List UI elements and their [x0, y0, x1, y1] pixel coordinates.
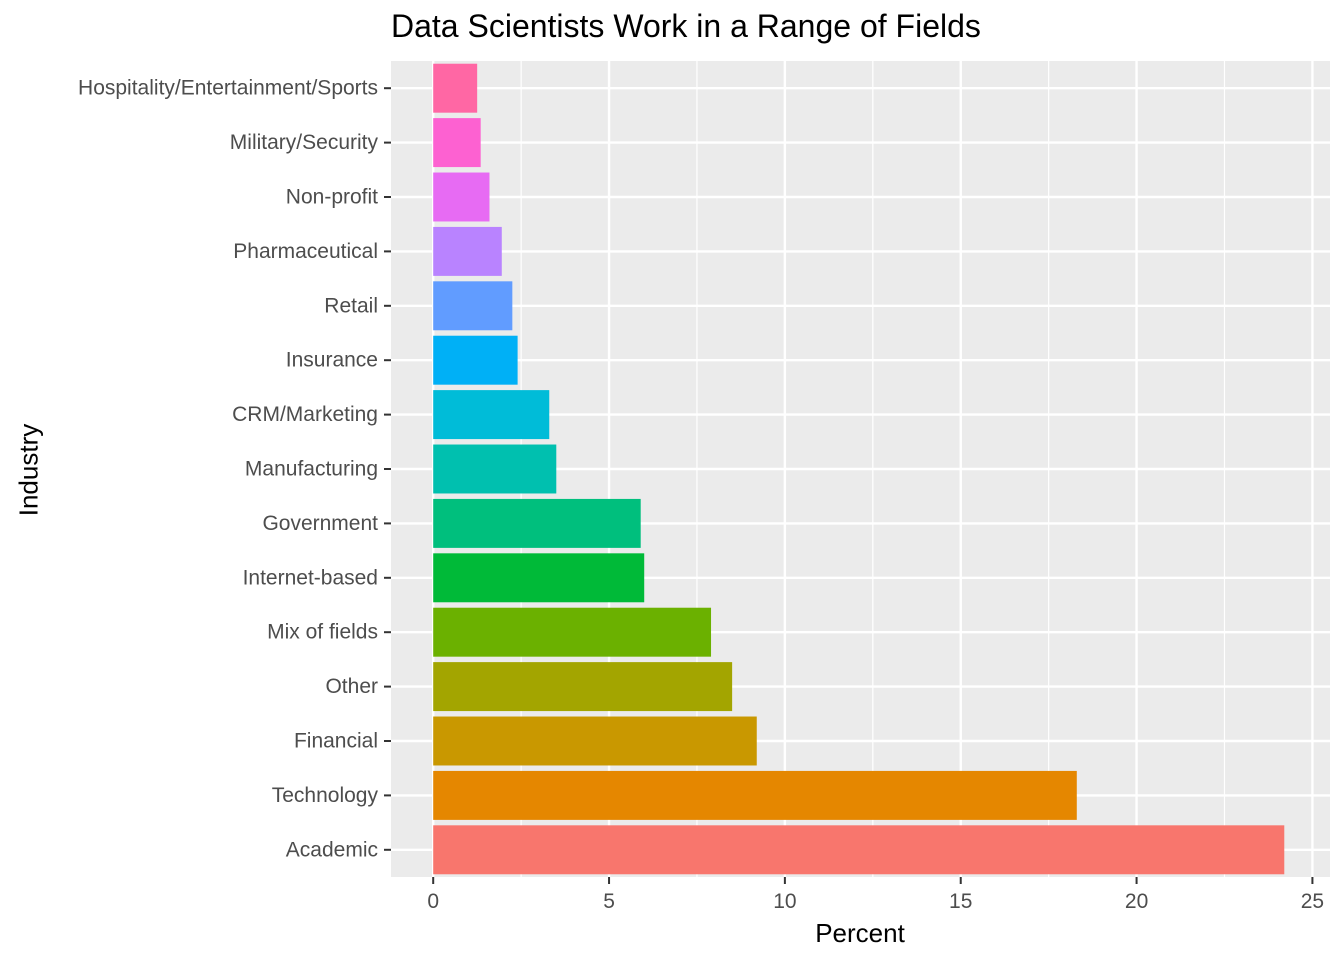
bar: [433, 281, 513, 331]
y-tick-label: Government: [262, 512, 378, 535]
bar: [433, 716, 757, 766]
y-tick-label: Pharmaceutical: [233, 240, 378, 263]
bar: [433, 63, 478, 113]
y-tick-label: Financial: [294, 730, 378, 753]
bar: [433, 662, 733, 712]
y-tick-label: Technology: [272, 784, 379, 807]
bars: [433, 63, 1285, 875]
bar: [433, 172, 490, 222]
y-tick-label: CRM/Marketing: [232, 403, 378, 426]
x-tick-label: 25: [1301, 890, 1324, 913]
bar: [433, 553, 645, 603]
bar: [433, 607, 712, 657]
bar: [433, 825, 1285, 875]
bar: [433, 444, 557, 494]
x-axis-title: Percent: [815, 918, 905, 948]
y-tick-label: Mix of fields: [267, 621, 378, 644]
x-axis: 0 5 10 15 20 25: [427, 877, 1324, 913]
y-tick-label: Other: [325, 675, 378, 698]
y-axis-title: Industry: [13, 423, 44, 517]
bar: [433, 118, 481, 168]
bar: [433, 226, 502, 276]
x-tick-label: 20: [1125, 890, 1148, 913]
chart-title: Data Scientists Work in a Range of Field…: [391, 8, 981, 44]
bar: [433, 335, 518, 385]
x-tick-label: 10: [773, 890, 796, 913]
x-tick-label: 15: [949, 890, 972, 913]
bar: [433, 390, 550, 440]
y-tick-label: Non-profit: [286, 186, 378, 209]
y-tick-label: Retail: [324, 294, 378, 317]
y-tick-label: Academic: [286, 838, 378, 861]
y-tick-label: Military/Security: [230, 131, 379, 154]
y-tick-label: Insurance: [286, 349, 378, 372]
y-tick-label: Hospitality/Entertainment/Sports: [78, 77, 378, 100]
y-tick-label: Manufacturing: [245, 458, 378, 481]
y-tick-label: Internet-based: [243, 566, 378, 589]
x-tick-label: 0: [427, 890, 439, 913]
bar: [433, 770, 1077, 820]
bar: [433, 498, 641, 548]
x-tick-label: 5: [603, 890, 615, 913]
y-axis: Academic Technology Financial Other Mix of f…: [78, 77, 391, 861]
